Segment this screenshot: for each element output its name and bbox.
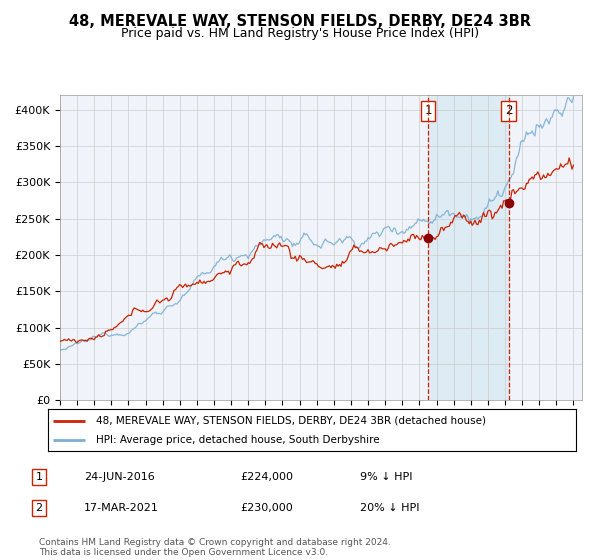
Text: 17-MAR-2021: 17-MAR-2021 xyxy=(84,503,159,513)
Text: 20% ↓ HPI: 20% ↓ HPI xyxy=(360,503,419,513)
Text: 2: 2 xyxy=(505,104,512,118)
Text: 1: 1 xyxy=(424,104,432,118)
Text: 48, MEREVALE WAY, STENSON FIELDS, DERBY, DE24 3BR: 48, MEREVALE WAY, STENSON FIELDS, DERBY,… xyxy=(69,14,531,29)
Bar xyxy=(428,95,509,400)
Text: 1: 1 xyxy=(35,472,43,482)
Text: Price paid vs. HM Land Registry's House Price Index (HPI): Price paid vs. HM Land Registry's House … xyxy=(121,27,479,40)
Text: £224,000: £224,000 xyxy=(240,472,293,482)
Text: £230,000: £230,000 xyxy=(240,503,293,513)
Text: 24-JUN-2016: 24-JUN-2016 xyxy=(84,472,155,482)
Text: 9% ↓ HPI: 9% ↓ HPI xyxy=(360,472,413,482)
Text: HPI: Average price, detached house, South Derbyshire: HPI: Average price, detached house, Sout… xyxy=(95,435,379,445)
Text: 2: 2 xyxy=(35,503,43,513)
Text: 48, MEREVALE WAY, STENSON FIELDS, DERBY, DE24 3BR (detached house): 48, MEREVALE WAY, STENSON FIELDS, DERBY,… xyxy=(95,416,485,426)
Text: Contains HM Land Registry data © Crown copyright and database right 2024.
This d: Contains HM Land Registry data © Crown c… xyxy=(39,538,391,557)
